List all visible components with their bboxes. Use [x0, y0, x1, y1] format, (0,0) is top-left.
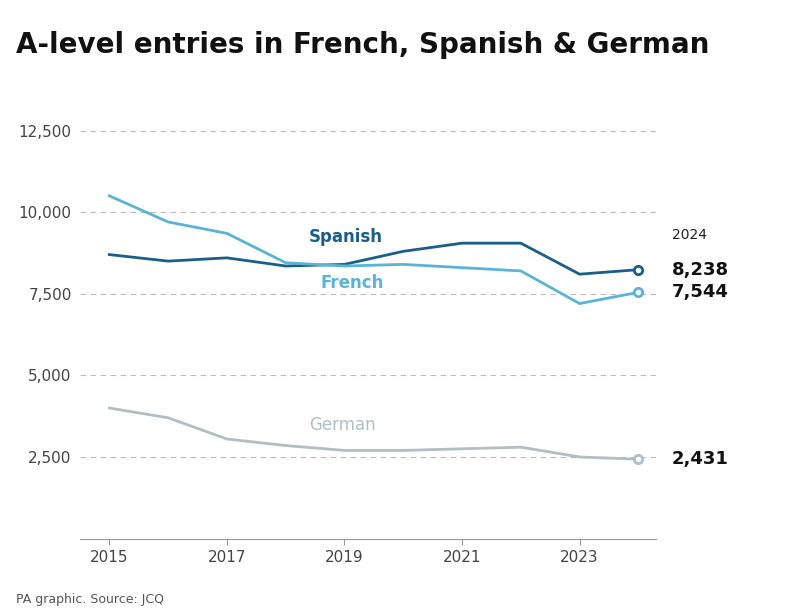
Text: German: German: [310, 416, 376, 434]
Text: 2024: 2024: [672, 228, 707, 242]
Text: 8,238: 8,238: [672, 261, 729, 278]
Text: French: French: [321, 274, 384, 292]
Text: PA graphic. Source: JCQ: PA graphic. Source: JCQ: [16, 593, 164, 606]
Text: Spanish: Spanish: [310, 228, 383, 247]
Text: 7,544: 7,544: [672, 283, 729, 301]
Text: A-level entries in French, Spanish & German: A-level entries in French, Spanish & Ger…: [16, 31, 710, 59]
Text: 2,431: 2,431: [672, 450, 729, 468]
